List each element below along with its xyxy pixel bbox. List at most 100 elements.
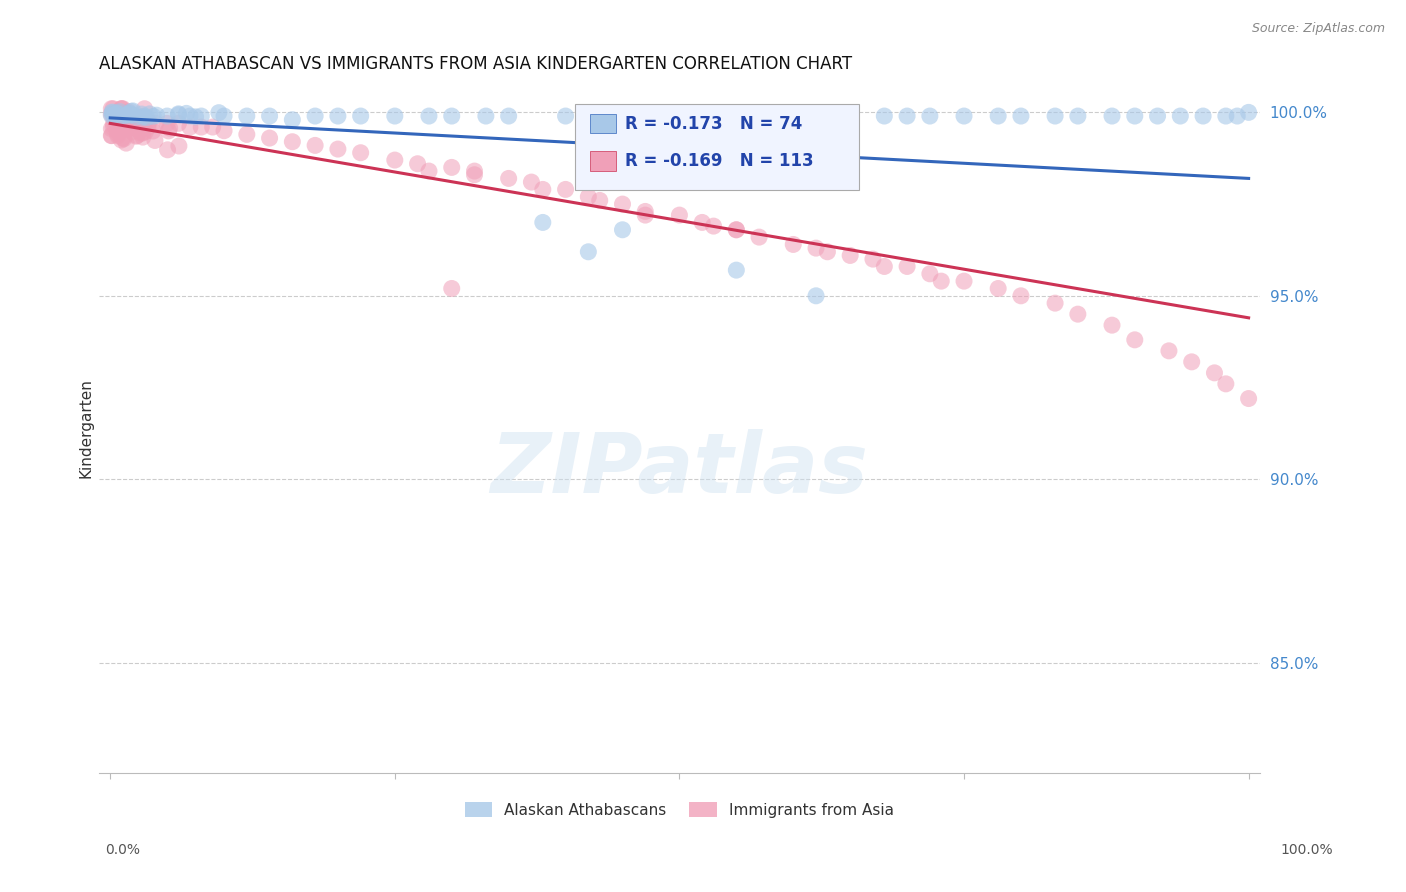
Point: [839, 109, 862, 123]
Point: [103, 106, 125, 120]
Point: [117, 107, 139, 121]
Point: [703, 219, 725, 233]
Point: [554, 109, 576, 123]
Point: [634, 204, 657, 219]
Point: [281, 112, 304, 127]
Point: [201, 120, 224, 134]
Point: [1043, 296, 1066, 310]
Point: [873, 109, 896, 123]
Point: [107, 128, 129, 143]
Point: [576, 244, 599, 259]
Point: [112, 132, 135, 146]
Point: [589, 194, 612, 208]
Point: [212, 124, 235, 138]
Point: [134, 102, 156, 116]
Point: [440, 109, 463, 123]
Point: [1237, 105, 1260, 120]
Point: [1010, 289, 1032, 303]
Point: [690, 131, 713, 145]
Point: [176, 106, 198, 120]
Point: [117, 121, 139, 136]
Point: [498, 109, 520, 123]
Point: [531, 182, 554, 196]
Point: [748, 230, 770, 244]
Point: [108, 111, 131, 125]
Point: [108, 120, 131, 134]
Point: [131, 107, 153, 121]
Point: [281, 135, 304, 149]
Point: [1101, 318, 1123, 333]
Point: [101, 102, 124, 116]
Point: [1101, 109, 1123, 123]
Point: [531, 215, 554, 229]
Point: [156, 116, 179, 130]
Point: [142, 109, 165, 123]
Point: [111, 107, 134, 121]
Point: [350, 109, 373, 123]
Point: [418, 109, 440, 123]
Point: [143, 133, 166, 147]
Point: [111, 131, 134, 145]
Point: [100, 121, 122, 136]
Point: [1067, 307, 1090, 321]
Point: [896, 260, 918, 274]
Point: [725, 223, 748, 237]
Point: [326, 109, 349, 123]
FancyBboxPatch shape: [575, 103, 859, 190]
Point: [987, 281, 1010, 295]
Point: [157, 124, 180, 138]
Point: [463, 168, 485, 182]
Point: [118, 106, 141, 120]
Point: [1192, 109, 1215, 123]
Point: [112, 105, 135, 120]
Point: [179, 120, 201, 134]
Point: [1226, 109, 1249, 123]
Point: [212, 109, 235, 123]
Point: [304, 109, 326, 123]
Point: [156, 143, 179, 157]
Point: [107, 127, 129, 141]
Point: [111, 122, 134, 136]
Point: [725, 223, 748, 237]
Point: [103, 108, 125, 122]
Point: [122, 120, 145, 135]
Point: [134, 112, 156, 127]
Text: Source: ZipAtlas.com: Source: ZipAtlas.com: [1251, 22, 1385, 36]
Point: [101, 105, 124, 120]
Point: [101, 107, 124, 121]
Point: [475, 109, 498, 123]
Point: [125, 129, 148, 144]
Point: [118, 105, 141, 120]
Y-axis label: Kindergarten: Kindergarten: [79, 378, 93, 478]
Point: [128, 124, 150, 138]
Point: [108, 104, 131, 119]
Point: [107, 111, 129, 125]
Point: [1157, 343, 1180, 358]
Point: [350, 145, 373, 160]
Point: [384, 109, 406, 123]
Bar: [591, 114, 616, 134]
Point: [929, 274, 952, 288]
Point: [1204, 366, 1226, 380]
Point: [115, 108, 138, 122]
Point: [110, 102, 132, 116]
Point: [132, 110, 155, 124]
Point: [101, 120, 124, 135]
Point: [440, 281, 463, 295]
Point: [1215, 109, 1237, 123]
Point: [112, 112, 135, 127]
Point: [107, 124, 129, 138]
Point: [440, 161, 463, 175]
Point: [100, 107, 122, 121]
Point: [111, 102, 134, 116]
Point: [114, 119, 136, 133]
Point: [236, 128, 259, 142]
Point: [104, 120, 127, 135]
Point: [725, 109, 748, 123]
Point: [1237, 392, 1260, 406]
Point: [135, 111, 157, 125]
Point: [1067, 109, 1090, 123]
Point: [121, 125, 143, 139]
Point: [918, 267, 941, 281]
Point: [815, 244, 838, 259]
